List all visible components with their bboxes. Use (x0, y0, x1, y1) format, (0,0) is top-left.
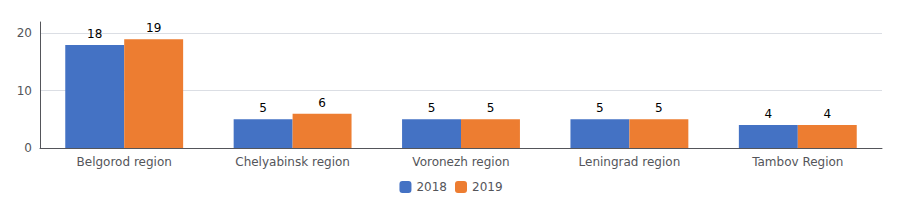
svg-text:10: 10 (17, 84, 32, 98)
svg-text:20: 20 (17, 26, 32, 40)
svg-text:5: 5 (259, 101, 267, 115)
svg-text:6: 6 (318, 96, 326, 110)
svg-text:0: 0 (24, 141, 32, 155)
svg-text:5: 5 (596, 101, 604, 115)
svg-text:5: 5 (487, 101, 495, 115)
svg-text:Tambov Region: Tambov Region (751, 155, 843, 169)
svg-text:4: 4 (823, 107, 831, 121)
svg-text:Voronezh region: Voronezh region (412, 155, 509, 169)
svg-text:19: 19 (146, 21, 161, 35)
svg-text:5: 5 (428, 101, 436, 115)
svg-text:Leningrad region: Leningrad region (579, 155, 681, 169)
svg-text:18: 18 (87, 27, 102, 41)
svg-text:2018: 2018 (416, 180, 447, 194)
svg-text:4: 4 (765, 107, 773, 121)
svg-text:5: 5 (655, 101, 663, 115)
svg-text:2019: 2019 (472, 180, 503, 194)
svg-text:Belgorod region: Belgorod region (77, 155, 172, 169)
svg-text:Chelyabinsk region: Chelyabinsk region (235, 155, 350, 169)
